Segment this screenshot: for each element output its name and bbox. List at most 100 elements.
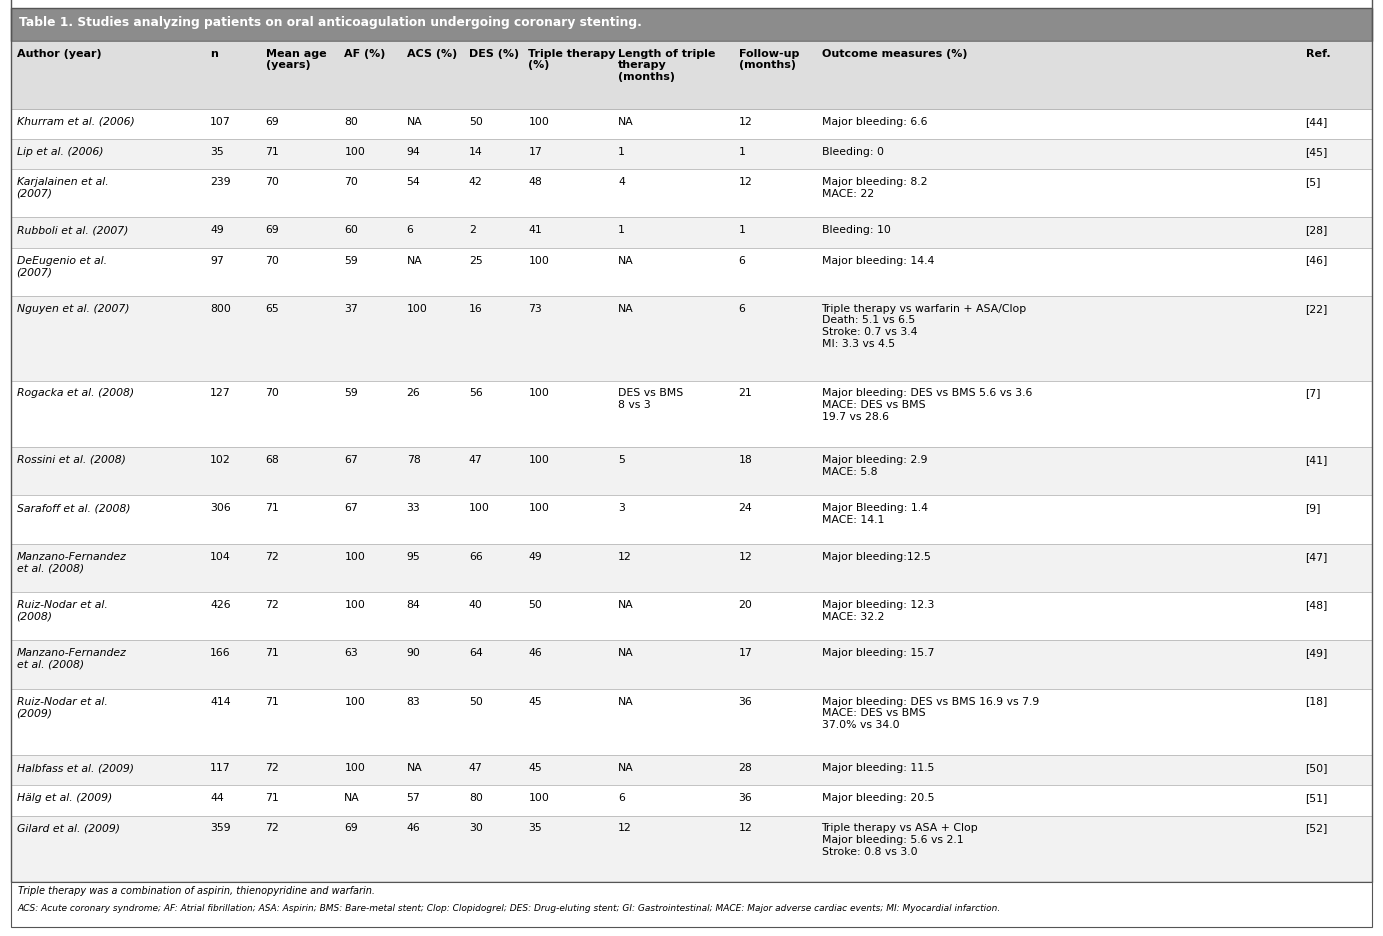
Text: 6: 6	[618, 793, 625, 802]
Bar	[11, 544, 1372, 592]
Text: 70: 70	[266, 177, 279, 187]
Bar	[11, 139, 1372, 170]
Text: 100: 100	[528, 793, 549, 802]
Text: 71: 71	[266, 648, 279, 658]
Text: 66: 66	[469, 551, 483, 561]
Text: 68: 68	[266, 455, 279, 464]
Bar	[11, 42, 1372, 110]
Text: Karjalainen et al.
(2007): Karjalainen et al. (2007)	[17, 177, 108, 198]
Text: Ref.: Ref.	[1306, 49, 1330, 59]
Text: Major bleeding: 15.7: Major bleeding: 15.7	[822, 648, 934, 658]
Bar	[11, 110, 1372, 139]
Bar	[11, 381, 1372, 447]
Text: n: n	[210, 49, 219, 59]
Text: Outcome measures (%): Outcome measures (%)	[822, 49, 967, 59]
Text: [9]: [9]	[1306, 503, 1321, 513]
Text: 24: 24	[739, 503, 752, 513]
Text: Ruiz-Nodar et al.
(2009): Ruiz-Nodar et al. (2009)	[17, 695, 108, 717]
Text: 100: 100	[344, 551, 365, 561]
Text: 426: 426	[210, 599, 231, 609]
Text: [45]: [45]	[1306, 147, 1328, 156]
Bar	[11, 785, 1372, 815]
Text: 21: 21	[739, 388, 752, 398]
Text: 5: 5	[618, 455, 625, 464]
Text: 84: 84	[407, 599, 420, 609]
Bar	[11, 755, 1372, 785]
Bar	[11, 496, 1372, 544]
Text: Gilard et al. (2009): Gilard et al. (2009)	[17, 823, 119, 832]
Text: Follow-up
(months): Follow-up (months)	[739, 49, 799, 70]
Text: 60: 60	[344, 226, 358, 235]
Text: 72: 72	[266, 762, 279, 772]
Text: 127: 127	[210, 388, 231, 398]
Text: 59: 59	[344, 256, 358, 265]
Text: Triple therapy
(%): Triple therapy (%)	[528, 49, 615, 70]
Text: DeEugenio et al.
(2007): DeEugenio et al. (2007)	[17, 256, 106, 277]
Text: Major bleeding: DES vs BMS 5.6 vs 3.6
MACE: DES vs BMS
19.7 vs 28.6: Major bleeding: DES vs BMS 5.6 vs 3.6 MA…	[822, 388, 1032, 421]
Bar	[11, 248, 1372, 297]
Text: 12: 12	[739, 823, 752, 832]
Text: 65: 65	[266, 303, 279, 314]
Text: 50: 50	[469, 695, 483, 706]
Text: 71: 71	[266, 695, 279, 706]
Text: 69: 69	[266, 116, 279, 126]
Text: 70: 70	[344, 177, 358, 187]
Text: 306: 306	[210, 503, 231, 513]
Text: 1: 1	[618, 147, 625, 156]
Text: 47: 47	[469, 762, 483, 772]
Text: NA: NA	[618, 648, 633, 658]
Text: 36: 36	[739, 793, 752, 802]
Text: Major bleeding: 2.9
MACE: 5.8: Major bleeding: 2.9 MACE: 5.8	[822, 455, 927, 476]
Bar	[11, 447, 1372, 496]
Text: 94: 94	[407, 147, 420, 156]
Text: Rogacka et al. (2008): Rogacka et al. (2008)	[17, 388, 134, 398]
Text: DES (%): DES (%)	[469, 49, 519, 59]
Text: Rubboli et al. (2007): Rubboli et al. (2007)	[17, 226, 129, 235]
Text: 12: 12	[739, 177, 752, 187]
Text: NA: NA	[618, 116, 633, 126]
Text: Lip et al. (2006): Lip et al. (2006)	[17, 147, 104, 156]
Text: 50: 50	[469, 116, 483, 126]
Text: [50]: [50]	[1306, 762, 1328, 772]
Text: [7]: [7]	[1306, 388, 1321, 398]
Bar	[11, 815, 1372, 882]
Text: 239: 239	[210, 177, 231, 187]
Text: [18]: [18]	[1306, 695, 1328, 706]
Text: 45: 45	[528, 762, 542, 772]
Text: [22]: [22]	[1306, 303, 1328, 314]
Text: 100: 100	[407, 303, 427, 314]
Text: 71: 71	[266, 147, 279, 156]
Text: Major bleeding: DES vs BMS 16.9 vs 7.9
MACE: DES vs BMS
37.0% vs 34.0: Major bleeding: DES vs BMS 16.9 vs 7.9 M…	[822, 695, 1039, 729]
Text: 104: 104	[210, 551, 231, 561]
Text: 1: 1	[739, 226, 745, 235]
Text: [41]: [41]	[1306, 455, 1328, 464]
Text: Manzano-Fernandez
et al. (2008): Manzano-Fernandez et al. (2008)	[17, 551, 126, 573]
Text: 25: 25	[469, 256, 483, 265]
Text: ACS (%): ACS (%)	[407, 49, 456, 59]
Text: NA: NA	[618, 599, 633, 609]
Text: Major bleeding: 14.4: Major bleeding: 14.4	[822, 256, 934, 265]
Text: 12: 12	[739, 551, 752, 561]
Text: Bleeding: 10: Bleeding: 10	[822, 226, 891, 235]
Bar	[11, 882, 1372, 927]
Text: 57: 57	[407, 793, 420, 802]
Text: Sarafoff et al. (2008): Sarafoff et al. (2008)	[17, 503, 130, 513]
Text: 100: 100	[344, 599, 365, 609]
Text: 50: 50	[528, 599, 542, 609]
Text: 80: 80	[469, 793, 483, 802]
Text: 42: 42	[469, 177, 483, 187]
Text: Manzano-Fernandez
et al. (2008): Manzano-Fernandez et al. (2008)	[17, 648, 126, 669]
Text: 100: 100	[528, 503, 549, 513]
Text: 54: 54	[407, 177, 420, 187]
Text: 80: 80	[344, 116, 358, 126]
Text: 72: 72	[266, 599, 279, 609]
Text: 800: 800	[210, 303, 231, 314]
Text: 14: 14	[469, 147, 483, 156]
Text: 36: 36	[739, 695, 752, 706]
Text: 40: 40	[469, 599, 483, 609]
Text: 12: 12	[739, 116, 752, 126]
Text: 30: 30	[469, 823, 483, 832]
Text: Major bleeding:12.5: Major bleeding:12.5	[822, 551, 931, 561]
Text: 166: 166	[210, 648, 231, 658]
Bar	[11, 640, 1372, 689]
